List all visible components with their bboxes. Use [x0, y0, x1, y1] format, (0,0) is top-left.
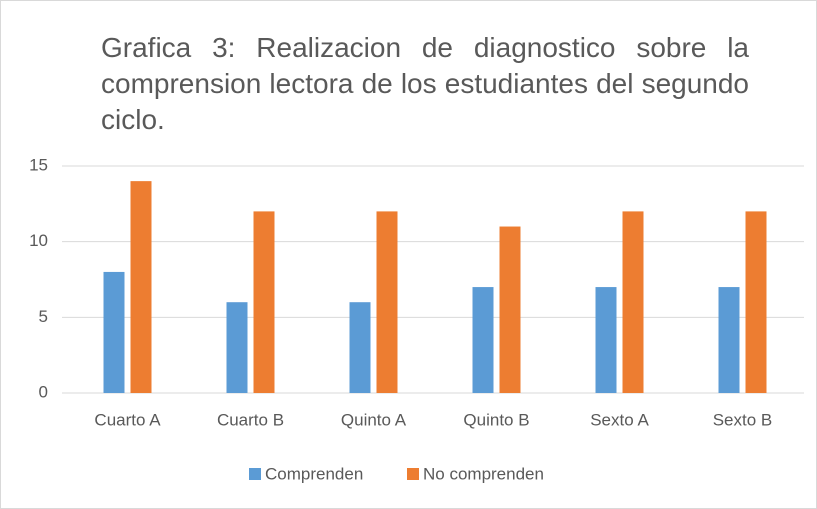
chart-title: Grafica 3: Realizacion de diagnostico so… — [101, 32, 749, 135]
legend-label: Comprenden — [265, 464, 363, 483]
bar — [253, 211, 275, 393]
bar — [349, 302, 371, 393]
bar — [226, 302, 248, 393]
bar — [103, 271, 125, 393]
bar — [499, 226, 521, 393]
x-tick-label: Cuarto B — [217, 410, 284, 429]
bar — [745, 211, 767, 393]
bar — [622, 211, 644, 393]
y-tick-label: 15 — [29, 155, 48, 174]
y-tick-label: 10 — [29, 231, 48, 250]
bar — [130, 181, 152, 393]
bar — [472, 287, 494, 393]
legend-label: No comprenden — [423, 464, 544, 483]
y-tick-label: 0 — [39, 382, 48, 401]
legend-swatch — [407, 468, 419, 480]
y-tick-label: 5 — [39, 307, 48, 326]
x-tick-label: Sexto A — [590, 410, 649, 429]
bar — [595, 287, 617, 393]
bar — [376, 211, 398, 393]
x-tick-label: Quinto A — [341, 410, 407, 429]
x-tick-label: Cuarto A — [94, 410, 161, 429]
legend-swatch — [249, 468, 261, 480]
bar — [718, 287, 740, 393]
x-tick-label: Quinto B — [463, 410, 529, 429]
x-tick-label: Sexto B — [713, 410, 773, 429]
